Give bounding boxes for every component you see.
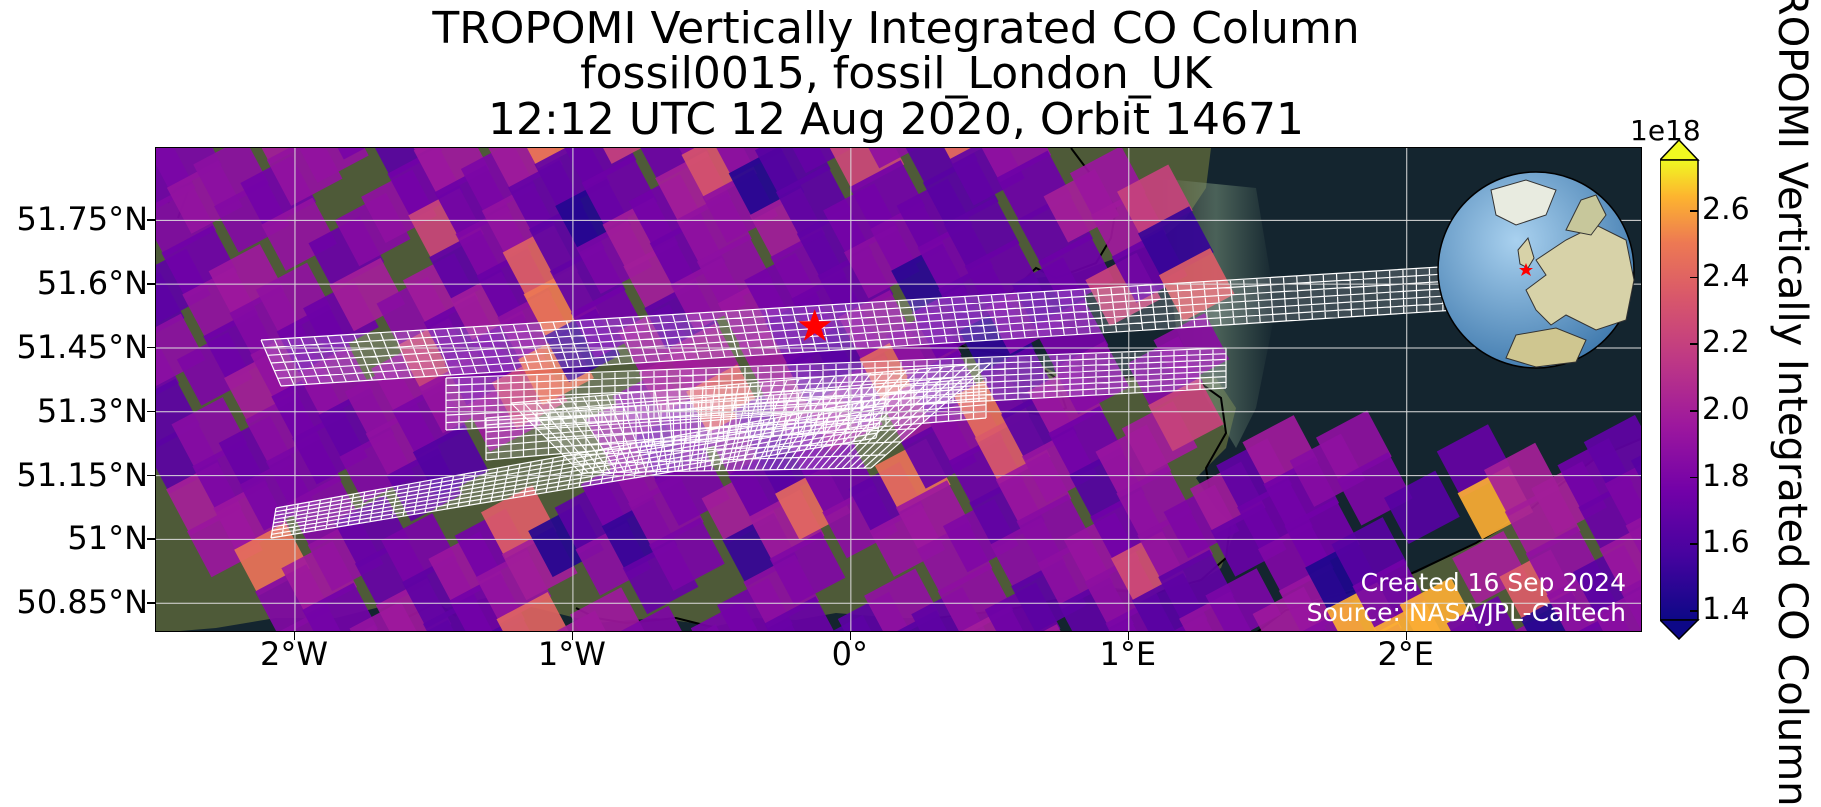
lat-tick-label: 51°N (67, 519, 148, 558)
lon-tick-mark (849, 632, 852, 640)
co-pixel (496, 591, 573, 631)
colorbar-tick-mark (1690, 210, 1698, 212)
plot-title-line-1: TROPOMI Vertically Integrated CO Column (432, 3, 1360, 54)
colorbar-tick-mark (1690, 543, 1698, 545)
colorbar-tick-mark (1690, 476, 1698, 479)
co-pixel (1384, 470, 1460, 544)
lat-tick-mark (147, 538, 155, 540)
lon-tick-mark (1127, 632, 1130, 640)
lat-tick-mark (147, 602, 155, 604)
lat-tick-label: 51.3°N (36, 391, 148, 430)
lat-tick-label: 51.45°N (16, 327, 148, 366)
co-pixel (648, 517, 725, 591)
lon-tick-label: 2°W (259, 635, 328, 673)
sounding-swath (270, 397, 887, 539)
globe-target-star-icon (1519, 263, 1533, 276)
colorbar-tick-label: 2.6 (1702, 192, 1750, 227)
colorbar-label: TROPOMI Vertically Integrated CO Column (1769, 0, 1815, 807)
globe-greenland (1490, 179, 1557, 226)
colorbar-bottom-extend (1660, 619, 1700, 640)
globe-uk (1517, 236, 1535, 269)
co-pixel (764, 596, 840, 631)
source-credit: Source: NASA/JPL-Caltech (1306, 598, 1626, 627)
colorbar-tick-label: 2.0 (1702, 392, 1750, 427)
lon-tick-label: 0° (831, 635, 869, 673)
co-pixel (1599, 521, 1641, 595)
lat-tick-mark (147, 283, 155, 285)
lat-tick-mark (147, 346, 155, 349)
co-pixel (1620, 563, 1641, 631)
lon-tick-label: 2°E (1377, 635, 1435, 673)
lat-tick-mark (147, 410, 155, 413)
colorbar-exponent: 1e18 (1630, 114, 1701, 147)
globe-africa (1505, 327, 1587, 368)
colorbar-tick-mark (1690, 610, 1698, 612)
co-pixel (1593, 586, 1641, 631)
co-pixel (617, 605, 693, 631)
lat-tick-mark (147, 219, 155, 221)
gridlines (156, 148, 1641, 631)
colorbar-tick-mark (1690, 410, 1698, 412)
map-canvas (156, 148, 1641, 631)
map-panel (155, 147, 1642, 632)
lon-tick-mark (1405, 632, 1408, 640)
lat-tick-label: 51.15°N (16, 455, 148, 494)
colorbar-body (1660, 159, 1699, 621)
lat-tick-label: 50.85°N (16, 583, 148, 622)
co-pixel-layer (156, 148, 1641, 631)
plot-title-line-2: fossil0015, fossil_London_UK (580, 48, 1212, 99)
colorbar-tick-label: 1.8 (1702, 458, 1750, 494)
lat-tick-label: 51.6°N (36, 264, 148, 303)
sounding-swath (260, 265, 1457, 387)
co-pixel (769, 531, 846, 605)
colorbar (1660, 140, 1700, 640)
plot-title-line-3: 12:12 UTC 12 Aug 2020, Orbit 14671 (488, 94, 1304, 145)
co-pixel (1148, 377, 1224, 452)
co-pixel (569, 587, 646, 631)
lon-tick-mark (571, 632, 574, 640)
co-pixel (302, 582, 378, 631)
colorbar-tick-label: 2.2 (1702, 325, 1750, 361)
co-pixel (1399, 577, 1476, 631)
lat-tick-label: 51.75°N (16, 200, 148, 239)
co-pixel (1604, 456, 1641, 530)
colorbar-tick-mark (1690, 276, 1698, 279)
sounding-swath-layer (260, 265, 1457, 539)
lon-tick-label: 1°E (1099, 635, 1157, 673)
globe-scandinavia (1565, 194, 1607, 236)
colorbar-tick-mark (1690, 343, 1698, 345)
lat-tick-mark (147, 474, 155, 477)
target-star-icon (798, 309, 832, 341)
lon-tick-mark (293, 632, 296, 640)
lon-tick-label: 1°W (537, 635, 606, 673)
colorbar-tick-label: 1.4 (1702, 592, 1750, 627)
created-date-credit: Created 16 Sep 2024 (1360, 568, 1626, 597)
co-pixel (1446, 595, 1523, 631)
sounding-swath (510, 362, 992, 474)
colorbar-tick-label: 1.6 (1702, 525, 1750, 561)
co-pixel (292, 148, 369, 183)
colorbar-tick-label: 2.4 (1702, 258, 1750, 294)
globe-inset (1437, 171, 1635, 369)
